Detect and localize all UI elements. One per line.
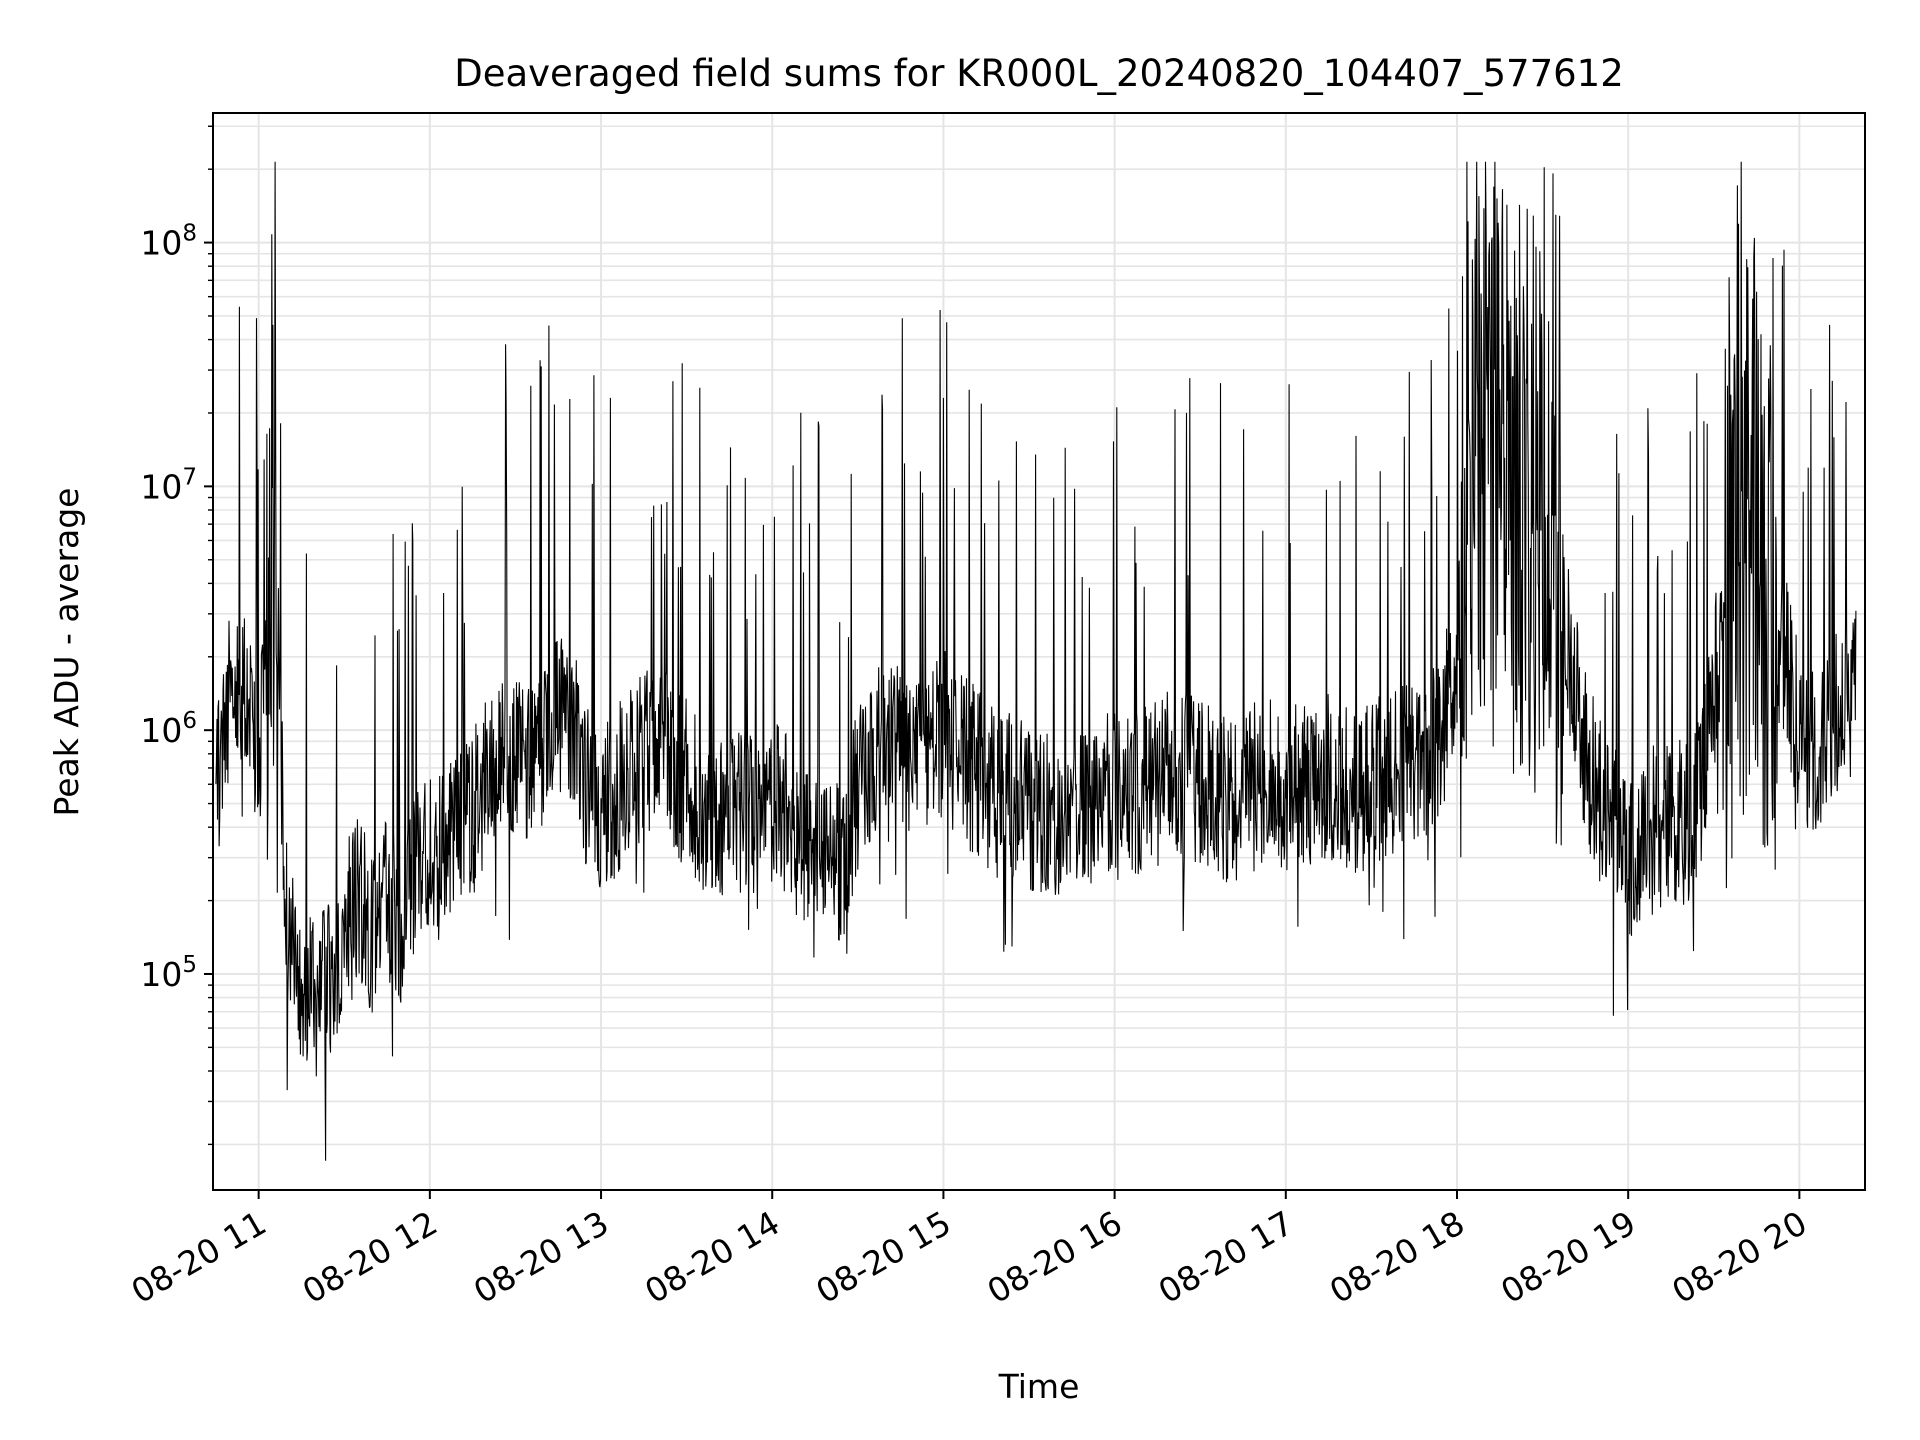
axes-frame <box>212 112 1866 1191</box>
series-line <box>215 161 1857 1161</box>
y-tick-label: 106 <box>140 708 197 750</box>
grid <box>213 113 1865 1190</box>
y-tick-base: 10 <box>140 224 182 263</box>
y-tick-base: 10 <box>140 711 182 750</box>
y-tick-base: 10 <box>140 955 182 994</box>
y-tick-exponent: 8 <box>182 221 197 247</box>
y-tick-label: 108 <box>140 221 197 263</box>
chart-title: Deaveraged field sums for KR000L_2024082… <box>454 52 1624 95</box>
y-tick-label: 107 <box>140 464 197 506</box>
y-tick-label: 105 <box>140 952 197 994</box>
y-axis-label: Peak ADU - average <box>47 488 86 817</box>
y-tick-base: 10 <box>140 467 182 506</box>
y-tick-exponent: 5 <box>182 952 197 978</box>
plot-area <box>215 161 1857 1161</box>
y-tick-exponent: 7 <box>182 464 197 490</box>
y-tick-exponent: 6 <box>182 708 197 734</box>
x-axis-label: Time <box>998 1367 1080 1406</box>
